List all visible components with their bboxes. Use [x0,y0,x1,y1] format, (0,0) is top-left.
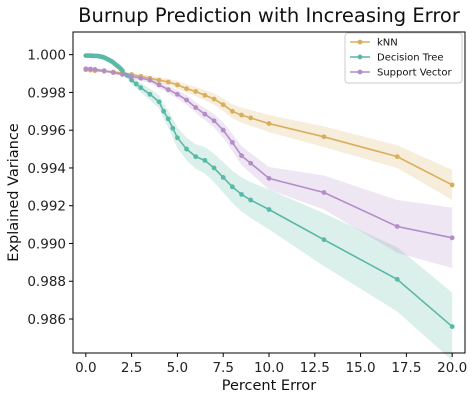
data-point [184,98,189,103]
data-point [83,66,88,71]
data-point [450,183,455,188]
legend-label-2: Support Vector [377,68,452,79]
data-point [148,78,153,83]
data-point [166,116,171,121]
legend-marker-1 [358,55,363,60]
data-point [239,153,244,158]
data-point [184,86,189,91]
y-tick-label: 0.986 [27,312,66,328]
x-tick-label: 20.0 [437,360,467,376]
x-tick-label: 5.0 [167,360,188,376]
data-point [267,207,272,212]
data-point [166,80,171,85]
legend-label-1: Decision Tree [377,53,444,64]
y-tick-label: 1.000 [27,48,66,64]
x-tick-label: 17.5 [391,360,421,376]
x-tick-label: 7.5 [212,360,233,376]
x-tick-label: 12.5 [300,360,330,376]
y-axis: 0.986 0.988 0.990 0.992 0.994 0.996 0.998 1.000 [27,48,73,328]
data-point [239,113,244,118]
legend-label-0: kNN [377,38,398,49]
data-point [157,82,162,87]
data-point [157,78,162,83]
data-point [239,192,244,197]
data-point [166,87,171,92]
x-tick-label: 2.5 [121,360,142,376]
y-tick-label: 0.988 [27,274,66,290]
data-point [267,121,272,126]
y-tick-label: 0.998 [27,85,66,101]
x-axis: 0.0 2.5 5.0 7.5 10.0 12.5 15.0 17.5 20.0 [75,353,467,376]
data-point [102,68,107,73]
data-point [267,176,272,181]
data-point [221,102,226,107]
data-point [395,154,400,159]
data-point [221,128,226,133]
data-point [193,154,198,159]
data-point [138,85,143,90]
legend-marker-2 [358,70,363,75]
data-point [248,161,253,166]
data-point [202,112,207,117]
data-point [450,235,455,240]
chart-title: Burnup Prediction with Increasing Error [78,4,461,27]
data-point [212,166,217,171]
x-tick-label: 10.0 [254,360,284,376]
data-point [248,198,253,203]
data-point [184,147,189,152]
data-point [175,135,180,140]
y-tick-label: 0.990 [27,236,66,252]
data-point [202,158,207,163]
x-tick-label: 0.0 [75,360,96,376]
data-point [88,67,93,72]
data-point [322,190,327,195]
data-point [93,67,98,72]
data-point [134,82,139,87]
data-point [221,175,226,180]
y-axis-title: Explained Variance [6,123,22,262]
data-point [120,72,125,77]
data-point [129,74,134,79]
data-point [175,82,180,87]
data-point [395,277,400,282]
legend: kNN Decision Tree Support Vector [345,33,462,83]
data-point [322,134,327,139]
data-point [230,184,235,189]
data-point [170,126,175,131]
data-point [212,97,217,102]
data-point [212,118,217,123]
y-tick-label: 0.992 [27,199,66,215]
data-point [157,99,162,104]
x-tick-label: 15.0 [346,360,376,376]
data-point [230,109,235,114]
x-axis-title: Percent Error [222,378,317,394]
y-tick-label: 0.994 [27,161,66,177]
y-tick-label: 0.996 [27,123,66,139]
legend-marker-0 [358,40,363,45]
data-point [322,237,327,242]
data-point [111,70,116,75]
data-point [450,324,455,329]
data-point [175,92,180,97]
data-point [138,76,143,81]
plot-area [83,53,454,360]
data-point [148,92,153,97]
data-point [193,89,198,94]
data-point [193,105,198,110]
data-point [230,140,235,145]
data-point [395,224,400,229]
data-point [202,93,207,98]
data-point [248,116,253,121]
data-point [161,109,166,114]
